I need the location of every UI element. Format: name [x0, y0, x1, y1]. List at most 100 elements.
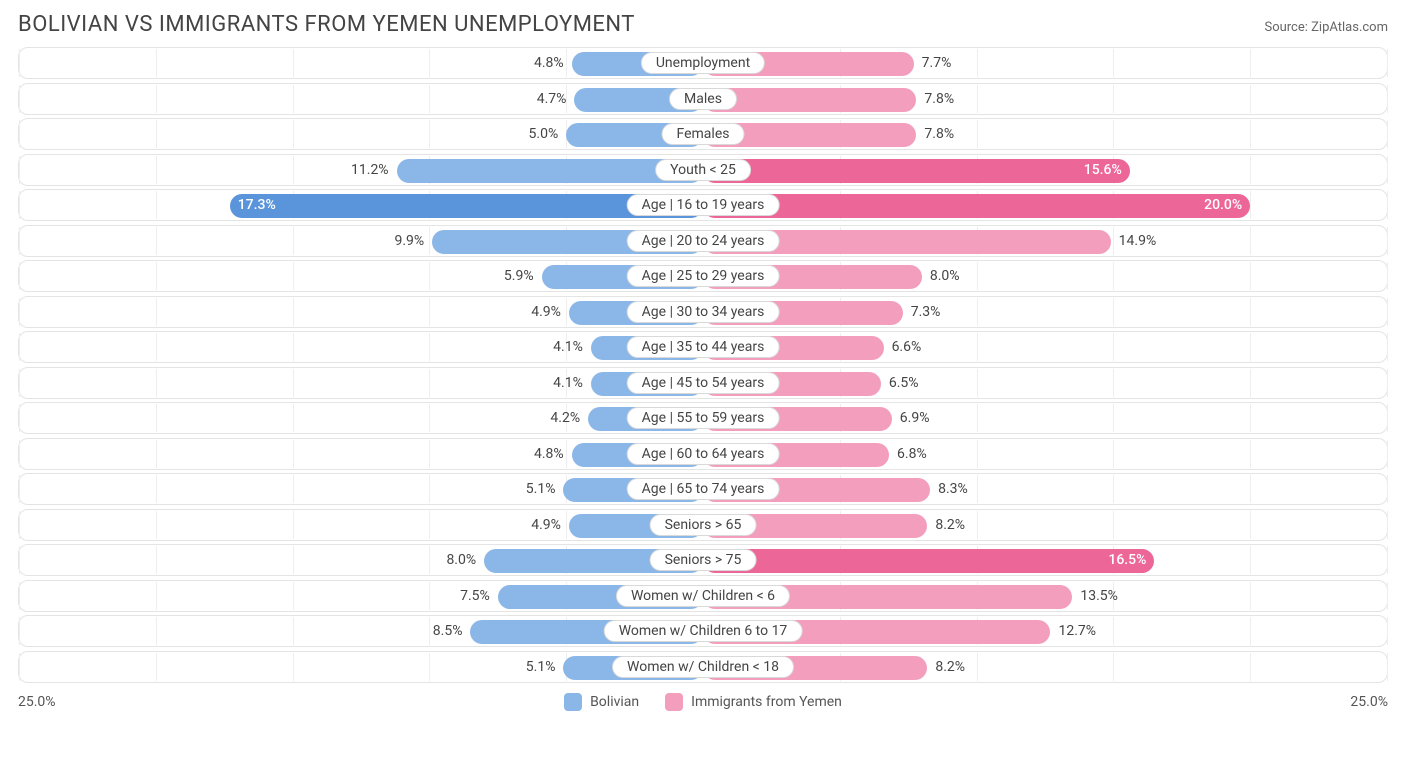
chart-row: 5.9% 8.0% Age | 25 to 29 years — [18, 260, 1388, 292]
row-left-half: 9.9% — [19, 226, 703, 256]
row-left-half: 4.1% — [19, 368, 703, 398]
category-label: Age | 65 to 74 years — [627, 478, 780, 500]
value-right: 6.8% — [897, 439, 927, 469]
gridline — [1387, 120, 1388, 148]
chart-row: 4.2%6.9%Age | 55 to 59 years — [18, 402, 1388, 434]
value-left: 17.3% — [238, 190, 276, 220]
category-label: Youth < 25 — [655, 159, 751, 181]
row-left-half: 4.8% — [19, 48, 703, 78]
value-left: 5.9% — [504, 261, 534, 291]
row-right-half: 14.9% — [703, 226, 1387, 256]
value-right: 7.3% — [911, 297, 941, 327]
row-left-half: 5.9% — [19, 261, 703, 291]
category-label: Age | 35 to 44 years — [627, 336, 780, 358]
bar-right — [703, 549, 1154, 573]
row-left-half: 5.1% — [19, 652, 703, 682]
row-left-half: 4.1% — [19, 332, 703, 362]
category-label: Age | 55 to 59 years — [627, 407, 780, 429]
gridline — [1387, 191, 1388, 219]
value-right: 6.9% — [900, 403, 930, 433]
value-right: 8.2% — [935, 652, 965, 682]
category-label: Age | 45 to 54 years — [627, 372, 780, 394]
category-label: Females — [662, 123, 745, 145]
gridline — [1387, 404, 1388, 432]
value-left: 4.8% — [534, 439, 564, 469]
value-left: 4.9% — [531, 510, 561, 540]
value-right: 13.5% — [1080, 581, 1118, 611]
gridline — [1387, 369, 1388, 397]
value-right: 14.9% — [1119, 226, 1157, 256]
category-label: Women w/ Children < 6 — [616, 585, 790, 607]
value-left: 4.7% — [537, 84, 567, 114]
value-right: 8.2% — [935, 510, 965, 540]
gridline — [1387, 227, 1388, 255]
legend: Bolivian Immigrants from Yemen — [564, 693, 842, 711]
gridline — [1387, 475, 1388, 503]
gridline — [1387, 546, 1388, 574]
legend-swatch-left — [564, 693, 582, 711]
value-right: 16.5% — [1108, 545, 1146, 575]
legend-item-left: Bolivian — [564, 693, 639, 711]
value-right: 7.7% — [922, 48, 952, 78]
value-right: 7.8% — [924, 84, 954, 114]
row-left-half: 11.2% — [19, 155, 703, 185]
chart-row: 4.9%8.2%Seniors > 65 — [18, 509, 1388, 541]
category-label: Unemployment — [641, 52, 765, 74]
gridline — [1387, 262, 1388, 290]
category-label: Males — [669, 88, 737, 110]
chart-source: Source: ZipAtlas.com — [1264, 20, 1388, 35]
value-left: 5.0% — [529, 119, 559, 149]
row-right-half: 7.3% — [703, 297, 1387, 327]
row-right-half: 6.8% — [703, 439, 1387, 469]
row-left-half: 4.7% — [19, 84, 703, 114]
bar-right — [703, 159, 1130, 183]
row-right-half: 7.7% — [703, 48, 1387, 78]
legend-item-right: Immigrants from Yemen — [665, 693, 842, 711]
chart-row: 17.3%20.0%Age | 16 to 19 years — [18, 189, 1388, 221]
row-right-half: 13.5% — [703, 581, 1387, 611]
chart-title: BOLIVIAN VS IMMIGRANTS FROM YEMEN UNEMPL… — [18, 12, 635, 37]
chart-row: 7.5% 13.5% Women w/ Children < 6 — [18, 580, 1388, 612]
category-label: Age | 25 to 29 years — [627, 265, 780, 287]
row-right-half: 6.9% — [703, 403, 1387, 433]
row-right-half: 8.2% — [703, 652, 1387, 682]
value-left: 9.9% — [394, 226, 424, 256]
gridline — [1387, 156, 1388, 184]
row-right-half: 12.7% — [703, 616, 1387, 646]
value-left: 8.0% — [446, 545, 476, 575]
chart-container: BOLIVIAN VS IMMIGRANTS FROM YEMEN UNEMPL… — [0, 0, 1406, 729]
legend-label-right: Immigrants from Yemen — [691, 694, 842, 710]
gridline — [1387, 298, 1388, 326]
chart-row: 4.1%6.5%Age | 45 to 54 years — [18, 367, 1388, 399]
legend-swatch-right — [665, 693, 683, 711]
chart-row: 4.1% 6.6% Age | 35 to 44 years — [18, 331, 1388, 363]
value-right: 6.6% — [892, 332, 922, 362]
category-label: Women w/ Children < 18 — [612, 656, 794, 678]
row-right-half: 8.0% — [703, 261, 1387, 291]
row-right-half: 16.5% — [703, 545, 1387, 575]
chart-row: 5.1% 8.2% Women w/ Children < 18 — [18, 651, 1388, 683]
value-left: 8.5% — [433, 616, 463, 646]
value-right: 8.0% — [930, 261, 960, 291]
chart-row: 8.5%12.7%Women w/ Children 6 to 17 — [18, 615, 1388, 647]
row-right-half: 7.8% — [703, 84, 1387, 114]
gridline — [1387, 617, 1388, 645]
chart-row: 5.1% 8.3% Age | 65 to 74 years — [18, 473, 1388, 505]
value-left: 5.1% — [526, 652, 556, 682]
chart-row: 11.2%15.6%Youth < 25 — [18, 154, 1388, 186]
category-label: Age | 30 to 34 years — [627, 301, 780, 323]
value-right: 8.3% — [938, 474, 968, 504]
row-right-half: 8.2% — [703, 510, 1387, 540]
value-left: 7.5% — [460, 581, 490, 611]
chart-row: 4.8% 7.7% Unemployment — [18, 47, 1388, 79]
row-left-half: 17.3% — [19, 190, 703, 220]
chart-footer: 25.0% Bolivian Immigrants from Yemen 25.… — [18, 693, 1388, 711]
row-left-half: 4.9% — [19, 297, 703, 327]
value-left: 11.2% — [351, 155, 389, 185]
value-left: 5.1% — [526, 474, 556, 504]
gridline — [1387, 653, 1388, 681]
gridline — [1387, 582, 1388, 610]
axis-max-left: 25.0% — [18, 694, 56, 710]
row-right-half: 8.3% — [703, 474, 1387, 504]
chart-header: BOLIVIAN VS IMMIGRANTS FROM YEMEN UNEMPL… — [18, 12, 1388, 37]
